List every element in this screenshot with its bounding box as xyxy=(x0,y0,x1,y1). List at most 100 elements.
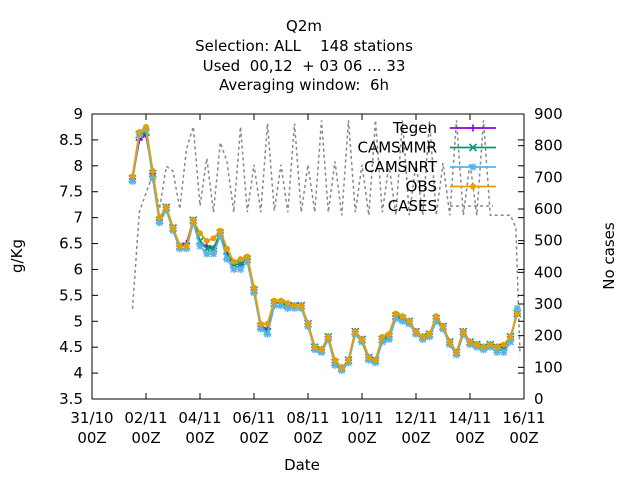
y2-tick-label: 400 xyxy=(534,263,563,281)
obs-point xyxy=(473,341,480,348)
camsnrt-point xyxy=(331,361,339,369)
x-tick-label-date: 10/11 xyxy=(340,409,383,427)
obs-point xyxy=(298,302,305,309)
obs-point xyxy=(210,235,217,242)
y2-tick-label: 100 xyxy=(534,358,563,376)
legend-marker xyxy=(470,183,476,190)
y-tick-label: 5.5 xyxy=(59,286,83,304)
obs-point xyxy=(345,357,352,364)
obs-point xyxy=(143,123,149,130)
x-axis-label: Date xyxy=(284,456,320,474)
x-tick-label-hour: 00Z xyxy=(185,429,214,447)
obs-point xyxy=(359,336,365,343)
obs-point xyxy=(136,129,143,136)
y-tick-label: 4 xyxy=(73,364,83,382)
x-tick-label-hour: 00Z xyxy=(401,429,430,447)
legend-label: Tegen xyxy=(392,119,437,137)
obs-point xyxy=(271,297,278,304)
y-tick-label: 8.5 xyxy=(59,131,83,149)
obs-point xyxy=(325,333,332,340)
obs-point xyxy=(365,354,372,361)
x-tick-label-date: 31/10 xyxy=(70,409,113,427)
y2-tick-label: 0 xyxy=(534,390,544,408)
obs-point xyxy=(149,168,156,174)
camsnrt-point xyxy=(385,335,393,343)
titles: Q2m Selection: ALL 148 stations Used 00,… xyxy=(195,17,413,94)
obs-point xyxy=(305,320,311,327)
obs-point xyxy=(183,243,190,250)
y-axis-left: 3.5 4 4.5 5 5.5 6 6.5 7 7.5 8 8.5 9 xyxy=(59,105,524,408)
legend-label: OBS xyxy=(406,178,437,196)
camsnrt-point xyxy=(243,258,251,266)
camsnrt-point xyxy=(223,255,231,263)
obs-point xyxy=(507,333,514,340)
camsnrt-point xyxy=(378,338,386,346)
y-tick-label: 5 xyxy=(73,312,83,330)
camsnrt-point xyxy=(513,304,521,312)
x-tick-label-date: 02/11 xyxy=(124,409,167,427)
cases-line xyxy=(131,120,521,355)
obs-point xyxy=(190,217,197,224)
camsnrt-point xyxy=(149,175,157,183)
obs-point xyxy=(399,313,406,320)
obs-point xyxy=(332,357,338,364)
x-tick-label-hour: 00Z xyxy=(293,429,322,447)
camsnrt-point xyxy=(264,330,271,338)
obs-point xyxy=(392,310,399,317)
legend-label: CAMSNRT xyxy=(364,158,438,176)
obs-point xyxy=(338,364,345,371)
obs-point xyxy=(440,323,446,330)
obs-point xyxy=(176,243,183,250)
y-tick-label: 7.5 xyxy=(59,183,83,201)
obs-point xyxy=(494,344,500,351)
camsnrt-point xyxy=(129,177,136,185)
chart-title-line-1: Q2m xyxy=(286,17,322,35)
y2-tick-label: 300 xyxy=(534,295,563,313)
obs-point xyxy=(230,258,237,265)
legend-label: CAMSMMR xyxy=(357,139,437,157)
obs-point xyxy=(237,256,244,263)
x-tick-label-date: 12/11 xyxy=(394,409,437,427)
x-tick-label-date: 06/11 xyxy=(232,409,275,427)
x-axis: 31/10 00Z 02/11 00Z 04/11 00Z 06/11 00Z 08/11 00Z… xyxy=(70,114,546,447)
camsnrt-point xyxy=(250,289,258,297)
obs-point xyxy=(156,214,163,221)
obs-point xyxy=(311,344,318,351)
obs-point xyxy=(163,204,170,211)
camsnrt-point xyxy=(210,250,217,258)
y2-tick-label: 900 xyxy=(534,105,563,123)
x-tick-label-date: 16/11 xyxy=(502,409,545,427)
y-axis-right: 0 100 200 300 400 500 600 700 800 900 xyxy=(518,105,563,408)
y-tick-label: 6.5 xyxy=(59,235,83,253)
obs-line xyxy=(131,125,519,370)
chart-title-line-3: Used 00,12 + 03 06 ... 33 xyxy=(203,57,406,75)
obs-point xyxy=(278,297,284,304)
obs-point xyxy=(446,339,453,345)
series-cases xyxy=(131,120,521,355)
obs-point xyxy=(372,357,379,364)
obs-point xyxy=(257,320,264,327)
obs-point xyxy=(251,284,257,291)
legend-marker xyxy=(469,163,477,171)
chart-title-line-2: Selection: ALL 148 stations xyxy=(195,37,413,55)
camsnrt-point xyxy=(493,348,501,356)
y2-tick-label: 200 xyxy=(534,327,563,345)
x-tick-label-date: 04/11 xyxy=(178,409,221,427)
camsnrt-point xyxy=(500,348,508,356)
obs-point xyxy=(244,253,251,260)
obs-point xyxy=(460,328,467,335)
camsnrt-point xyxy=(270,302,278,310)
obs-point xyxy=(487,341,494,348)
x-tick-label-hour: 00Z xyxy=(455,429,484,447)
obs-point xyxy=(413,328,419,335)
camsnrt-point xyxy=(432,317,440,325)
y-tick-label: 4.5 xyxy=(59,338,83,356)
camsnrt-point xyxy=(196,242,204,250)
obs-point xyxy=(467,339,473,345)
obs-point xyxy=(170,225,176,231)
x-tick-label-hour: 00Z xyxy=(131,429,160,447)
y-tick-label: 3.5 xyxy=(59,390,83,408)
obs-point xyxy=(284,300,291,307)
x-tick-label-hour: 00Z xyxy=(77,429,106,447)
